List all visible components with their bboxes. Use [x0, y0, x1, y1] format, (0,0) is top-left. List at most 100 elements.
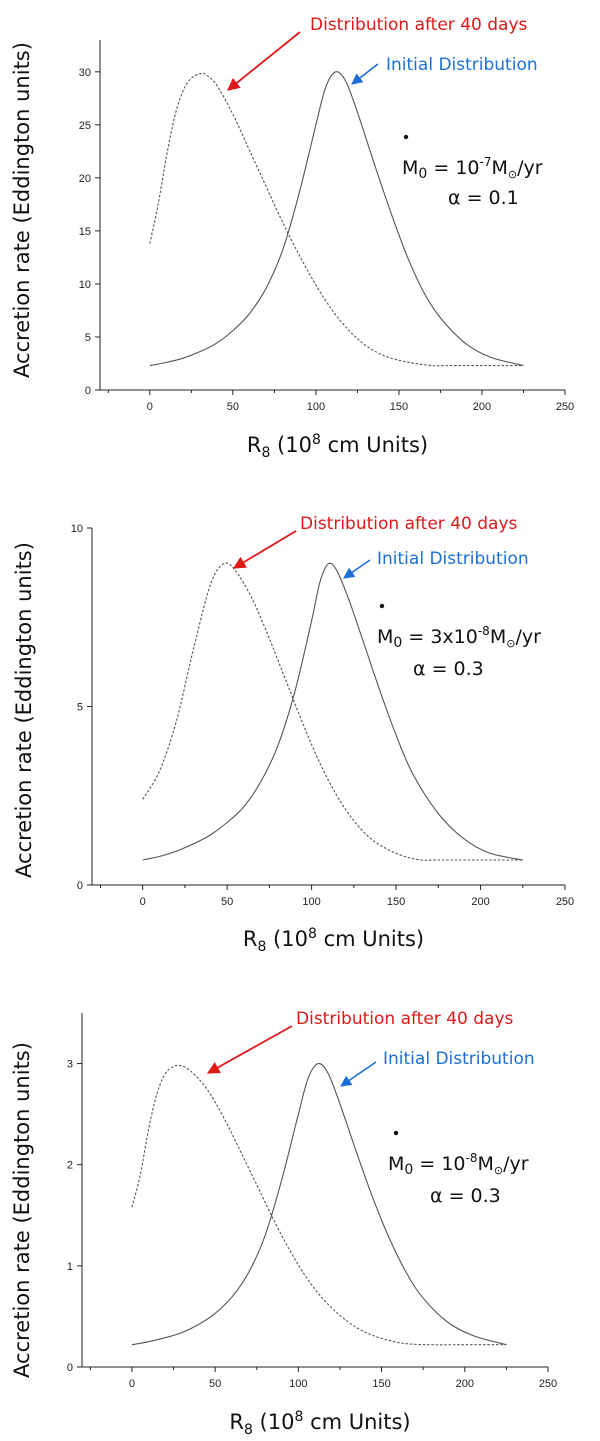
x-tick-label: 200: [471, 896, 489, 908]
x-tick-label: 50: [221, 896, 233, 908]
mdot-equals: = 10: [413, 1153, 465, 1175]
param-mdot: M0 = 3x10-8M⊙/yr: [377, 624, 541, 651]
y-tick-label: 15: [79, 226, 91, 238]
x-label-subscript: 8: [257, 939, 266, 955]
mdot-dot: [393, 1130, 399, 1136]
y-tick-label: 5: [77, 702, 83, 714]
series-after-40-days: [142, 562, 523, 861]
y-axis-label: Accretion rate (Eddington units): [12, 542, 36, 878]
y-tick-label: 20: [79, 173, 91, 185]
param-alpha: α = 0.3: [413, 658, 484, 680]
series-after-40-days: [149, 72, 524, 367]
y-tick-label: 3: [67, 1059, 73, 1071]
x-label-main: R: [247, 433, 262, 457]
y-tick-label: 10: [79, 279, 91, 291]
x-label-superscript: 8: [308, 926, 317, 942]
mdot-dot: [403, 134, 409, 140]
x-label-subscript: 8: [244, 1422, 253, 1438]
x-tick-label: 0: [129, 1378, 135, 1390]
x-tick-label: 250: [556, 401, 574, 413]
x-label-paren: (10: [253, 1410, 295, 1434]
mdot-exponent: -7: [480, 155, 492, 169]
series-initial: [131, 1063, 507, 1346]
x-label-superscript: 8: [294, 1409, 303, 1425]
arrow-initial: [351, 63, 379, 85]
x-label-unit: cm Units): [317, 927, 424, 951]
y-tick-label: 25: [79, 120, 91, 132]
y-tick-label: 1: [67, 1261, 73, 1273]
y-axis-label: Accretion rate (Eddington units): [10, 1042, 34, 1378]
series-initial: [149, 71, 524, 367]
annotation-initial: Initial Distribution: [386, 55, 538, 75]
param-alpha: α = 0.1: [448, 187, 519, 209]
mdot-symbol: M: [402, 157, 418, 179]
x-tick-label: 250: [539, 1378, 557, 1390]
series-initial: [142, 562, 523, 861]
mdot-equals: = 10: [427, 157, 479, 179]
x-tick-label: 100: [289, 1378, 307, 1390]
x-tick-label: 150: [390, 401, 408, 413]
x-tick-label: 150: [372, 1378, 390, 1390]
x-label-paren: (10: [270, 433, 312, 457]
x-tick-label: 150: [387, 896, 405, 908]
x-label-main: R: [243, 927, 258, 951]
y-tick-label: 0: [67, 1362, 73, 1374]
mdot-mass-unit: M: [491, 157, 507, 179]
mdot-exponent: -8: [466, 1151, 478, 1165]
mdot-exponent: -8: [478, 624, 490, 638]
x-tick-label: 200: [456, 1378, 474, 1390]
y-tick-label: 5: [85, 332, 91, 344]
param-mdot: M0 = 10-7M⊙/yr: [402, 155, 543, 182]
series-after-40-days: [131, 1064, 507, 1346]
mdot-mass-unit: M: [477, 1153, 493, 1175]
arrow-after-40-days: [206, 1025, 293, 1074]
annotation-initial: Initial Distribution: [377, 549, 529, 569]
annotation-initial: Initial Distribution: [383, 1049, 535, 1069]
x-tick-label: 0: [140, 896, 146, 908]
mdot-subscript: 0: [418, 166, 427, 182]
mdot-dot: [379, 603, 385, 609]
arrow-after-40-days: [227, 31, 301, 91]
y-tick-label: 30: [79, 67, 91, 79]
x-label-subscript: 8: [261, 445, 270, 461]
x-tick-label: 50: [209, 1378, 221, 1390]
arrow-initial: [343, 559, 371, 579]
x-axis-label: R8 (108 cm Units): [229, 1409, 410, 1438]
x-axis-label: R8 (108 cm Units): [247, 432, 428, 461]
mdot-subscript: 0: [404, 1162, 413, 1178]
y-axis-label: Accretion rate (Eddington units): [10, 42, 34, 378]
arrow-initial: [340, 1061, 377, 1087]
solar-symbol-icon: ⊙: [494, 1164, 503, 1177]
param-mdot: M0 = 10-8M⊙/yr: [388, 1151, 529, 1178]
y-tick-label: 0: [77, 880, 83, 892]
x-label-main: R: [229, 1410, 244, 1434]
mdot-equals: = 3x10: [402, 626, 478, 648]
chart-panel-1: 0 50 100 150 200 250 0 5 10 15 20 25 30 Accretion rat…: [10, 15, 574, 461]
mdot-per-year: /yr: [503, 1153, 529, 1175]
mdot-per-year: /yr: [517, 157, 543, 179]
mdot-per-year: /yr: [515, 626, 541, 648]
x-label-unit: cm Units): [321, 433, 428, 457]
x-label-paren: (10: [266, 927, 308, 951]
x-tick-label: 100: [307, 401, 325, 413]
x-tick-label: 50: [227, 401, 239, 413]
mdot-mass-unit: M: [490, 626, 506, 648]
annotation-after-40-days: Distribution after 40 days: [300, 514, 518, 534]
arrow-after-40-days: [232, 530, 297, 569]
x-tick-label: 250: [556, 896, 574, 908]
chart-panel-3: 0 50 100 150 200 250 0 1 2 3 Accretion rate (Eddin…: [10, 1009, 557, 1438]
y-tick-label: 10: [71, 523, 83, 535]
x-label-unit: cm Units): [303, 1410, 410, 1434]
param-alpha: α = 0.3: [430, 1185, 501, 1207]
solar-symbol-icon: ⊙: [506, 637, 515, 650]
x-axis-label: R8 (108 cm Units): [243, 926, 424, 955]
y-tick-label: 2: [67, 1160, 73, 1172]
x-tick-label: 200: [473, 401, 491, 413]
x-tick-label: 100: [302, 896, 320, 908]
y-tick-label: 0: [85, 385, 91, 397]
x-label-superscript: 8: [312, 432, 321, 448]
mdot-symbol: M: [388, 1153, 404, 1175]
annotation-after-40-days: Distribution after 40 days: [296, 1009, 514, 1029]
chart-panel-2: 0 50 100 150 200 250 0 5 10 Accretion rate (Eddin…: [12, 514, 574, 955]
